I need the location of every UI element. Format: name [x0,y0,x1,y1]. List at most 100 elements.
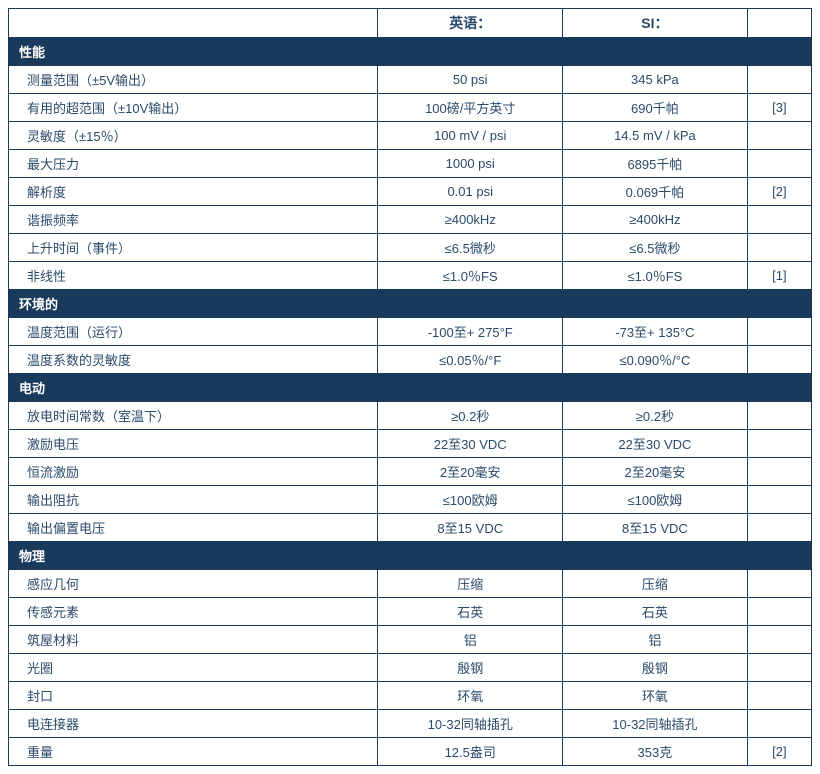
row-si: 8至15 VDC [563,514,748,542]
table-row: 最大压力1000 psi6895千帕 [9,150,812,178]
table-row: 输出阻抗≤100欧姆≤100欧姆 [9,486,812,514]
row-english: 50 psi [378,66,563,94]
row-english: ≤6.5微秒 [378,234,563,262]
row-label: 激励电压 [9,430,378,458]
row-english: 100磅/平方英寸 [378,94,563,122]
row-label: 感应几何 [9,570,378,598]
header-note [747,9,811,38]
row-label: 传感元素 [9,598,378,626]
row-note [747,150,811,178]
row-si: 10-32同轴插孔 [563,710,748,738]
section-title: 性能 [9,38,812,66]
table-row: 温度范围（运行）-100至+ 275°F-73至+ 135°C [9,318,812,346]
table-row: 封口环氧环氧 [9,682,812,710]
row-label: 电连接器 [9,710,378,738]
row-label: 恒流激励 [9,458,378,486]
row-note [747,402,811,430]
row-english: 殷钢 [378,654,563,682]
row-note: [2] [747,738,811,766]
row-english: 8至15 VDC [378,514,563,542]
row-label: 放电时间常数（室温下） [9,402,378,430]
section-header: 电动 [9,374,812,402]
table-row: 重量12.5盎司353克[2] [9,738,812,766]
table-row: 放电时间常数（室温下）≥0.2秒≥0.2秒 [9,402,812,430]
row-si: 殷钢 [563,654,748,682]
row-label: 谐振频率 [9,206,378,234]
row-label: 筑屋材料 [9,626,378,654]
row-note [747,346,811,374]
table-row: 感应几何压缩压缩 [9,570,812,598]
section-header: 性能 [9,38,812,66]
row-english: ≤0.05％/°F [378,346,563,374]
row-label: 解析度 [9,178,378,206]
table-row: 解析度0.01 psi0.069千帕[2] [9,178,812,206]
row-si: 石英 [563,598,748,626]
row-label: 输出偏置电压 [9,514,378,542]
row-english: ≤100欧姆 [378,486,563,514]
row-english: 2至20毫安 [378,458,563,486]
row-english: 10-32同轴插孔 [378,710,563,738]
row-label: 有用的超范围（±10V输出） [9,94,378,122]
row-note [747,430,811,458]
row-si: ≤1.0％FS [563,262,748,290]
row-label: 光圈 [9,654,378,682]
table-row: 谐振频率≥400kHz≥400kHz [9,206,812,234]
table-row: 灵敏度（±15％）100 mV / psi14.5 mV / kPa [9,122,812,150]
row-si: ≥0.2秒 [563,402,748,430]
section-title: 物理 [9,542,812,570]
row-si: 353克 [563,738,748,766]
row-label: 测量范围（±5V输出） [9,66,378,94]
row-english: 1000 psi [378,150,563,178]
row-note: [2] [747,178,811,206]
row-si: 345 kPa [563,66,748,94]
row-si: ≤0.090％/°C [563,346,748,374]
table-header-row: 英语：SI： [9,9,812,38]
table-row: 筑屋材料铝铝 [9,626,812,654]
table-row: 传感元素石英石英 [9,598,812,626]
row-english: 12.5盎司 [378,738,563,766]
row-label: 灵敏度（±15％） [9,122,378,150]
row-si: 2至20毫安 [563,458,748,486]
row-label: 输出阻抗 [9,486,378,514]
section-header: 环境的 [9,290,812,318]
row-english: 压缩 [378,570,563,598]
section-title: 电动 [9,374,812,402]
table-row: 非线性≤1.0％FS≤1.0％FS[1] [9,262,812,290]
header-english: 英语： [378,9,563,38]
row-si: 6895千帕 [563,150,748,178]
row-label: 重量 [9,738,378,766]
row-si: ≤100欧姆 [563,486,748,514]
row-label: 上升时间（事件） [9,234,378,262]
row-si: 690千帕 [563,94,748,122]
table-row: 光圈殷钢殷钢 [9,654,812,682]
row-note [747,206,811,234]
table-row: 电连接器10-32同轴插孔10-32同轴插孔 [9,710,812,738]
row-si: 压缩 [563,570,748,598]
section-title: 环境的 [9,290,812,318]
row-si: ≥400kHz [563,206,748,234]
row-note [747,682,811,710]
section-header: 物理 [9,542,812,570]
row-si: -73至+ 135°C [563,318,748,346]
row-note [747,458,811,486]
row-english: 铝 [378,626,563,654]
row-note [747,234,811,262]
row-si: 铝 [563,626,748,654]
row-english: ≤1.0％FS [378,262,563,290]
row-note [747,486,811,514]
row-english: 0.01 psi [378,178,563,206]
header-label [9,9,378,38]
row-note: [3] [747,94,811,122]
spec-table: 英语：SI：性能测量范围（±5V输出）50 psi345 kPa有用的超范围（±… [8,8,812,766]
row-label: 非线性 [9,262,378,290]
row-english: -100至+ 275°F [378,318,563,346]
row-english: 石英 [378,598,563,626]
row-note [747,318,811,346]
table-row: 测量范围（±5V输出）50 psi345 kPa [9,66,812,94]
row-si: 22至30 VDC [563,430,748,458]
row-label: 封口 [9,682,378,710]
row-note [747,66,811,94]
row-si: 环氧 [563,682,748,710]
header-si: SI： [563,9,748,38]
row-si: 0.069千帕 [563,178,748,206]
